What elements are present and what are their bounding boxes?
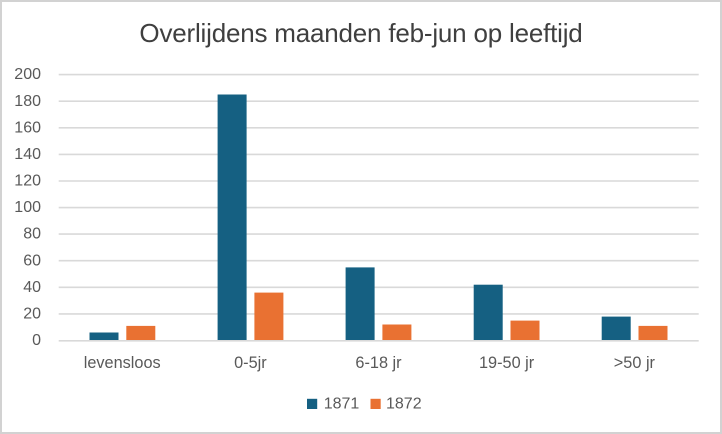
svg-text:6-18 jr: 6-18 jr: [355, 354, 402, 372]
svg-text:Overlijdens maanden feb-jun op: Overlijdens maanden feb-jun op leeftijd: [139, 18, 582, 48]
svg-text:160: 160: [14, 119, 41, 136]
svg-text:100: 100: [14, 199, 41, 216]
svg-text:19-50 jr: 19-50 jr: [479, 354, 535, 372]
svg-text:140: 140: [14, 146, 41, 163]
svg-text:80: 80: [23, 226, 41, 243]
svg-text:1871: 1871: [324, 395, 360, 412]
svg-text:>50 jr: >50 jr: [614, 354, 656, 372]
svg-text:0: 0: [32, 332, 41, 349]
svg-text:20: 20: [23, 306, 41, 323]
svg-text:120: 120: [14, 173, 41, 190]
svg-text:40: 40: [23, 279, 41, 296]
svg-text:levensloos: levensloos: [84, 354, 161, 372]
svg-text:60: 60: [23, 252, 41, 269]
svg-text:180: 180: [14, 93, 41, 110]
svg-text:1872: 1872: [386, 395, 422, 412]
svg-text:0-5jr: 0-5jr: [234, 354, 267, 372]
svg-text:200: 200: [14, 66, 41, 83]
